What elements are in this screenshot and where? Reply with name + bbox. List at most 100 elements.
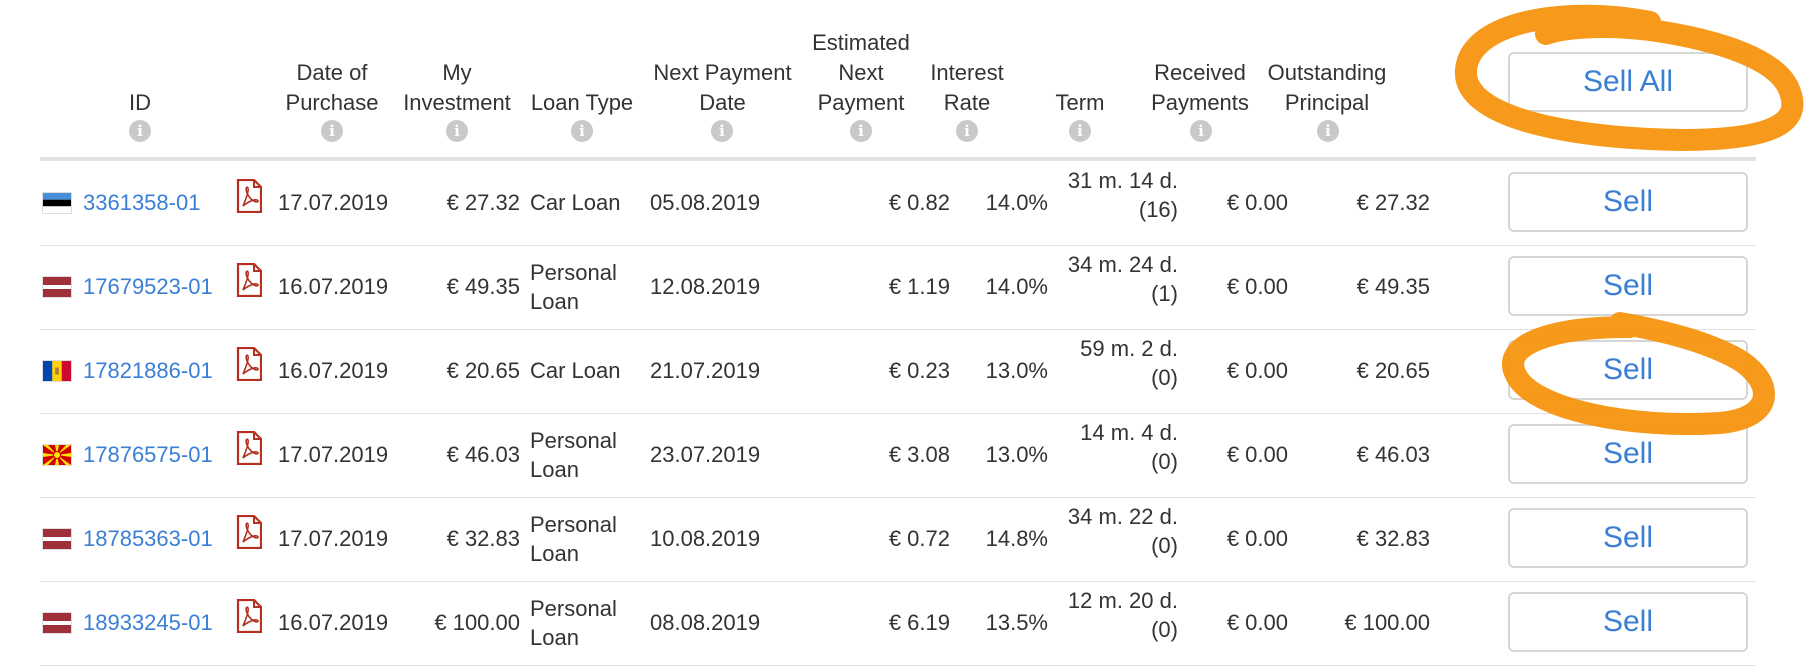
country-flag-icon bbox=[42, 276, 72, 298]
info-icon[interactable]: i bbox=[321, 120, 343, 142]
info-icon[interactable]: i bbox=[1317, 120, 1339, 142]
pdf-icon[interactable] bbox=[236, 598, 263, 634]
country-flag-icon bbox=[42, 360, 72, 382]
pdf-icon[interactable] bbox=[236, 514, 263, 550]
col-id: ID bbox=[129, 90, 151, 115]
term: 12 m. 20 d. (0) bbox=[1067, 588, 1178, 642]
received-payments: € 0.00 bbox=[1226, 190, 1288, 215]
info-icon[interactable]: i bbox=[850, 120, 872, 142]
my-investment: € 100.00 bbox=[434, 610, 520, 635]
estimated-next-payment: € 6.19 bbox=[888, 610, 950, 635]
sell-all-button[interactable]: Sell All bbox=[1508, 52, 1748, 112]
term: 14 m. 4 d. (0) bbox=[1080, 420, 1178, 474]
estimated-next-payment: € 1.19 bbox=[888, 274, 950, 299]
table-row: 17876575-01 17.07.2019 € 46.03 Personal Loan… bbox=[40, 413, 1756, 498]
header-divider bbox=[40, 157, 1756, 161]
outstanding-principal: € 20.65 bbox=[1356, 358, 1430, 383]
sell-button[interactable]: Sell bbox=[1508, 424, 1748, 484]
country-flag-icon bbox=[42, 612, 72, 634]
table-row: 17821886-01 16.07.2019 € 20.65 Car Loan 21.0… bbox=[40, 329, 1756, 414]
table-row: 17679523-01 16.07.2019 € 49.35 Personal Loan… bbox=[40, 245, 1756, 330]
sell-button[interactable]: Sell bbox=[1508, 592, 1748, 652]
info-icon[interactable]: i bbox=[446, 120, 468, 142]
next-payment-date: 10.08.2019 bbox=[650, 526, 761, 551]
outstanding-principal: € 46.03 bbox=[1356, 442, 1430, 467]
date-of-purchase: 17.07.2019 bbox=[278, 190, 389, 215]
loan-type: Personal Loan bbox=[530, 260, 617, 314]
received-payments: € 0.00 bbox=[1226, 610, 1288, 635]
date-of-purchase: 17.07.2019 bbox=[278, 526, 389, 551]
loan-id-link[interactable]: 18933245-01 bbox=[83, 610, 213, 635]
loan-id-link[interactable]: 18785363-01 bbox=[83, 526, 213, 551]
loan-id-link[interactable]: 17821886-01 bbox=[83, 358, 213, 383]
interest-rate: 14.0% bbox=[985, 274, 1048, 299]
next-payment-date: 21.07.2019 bbox=[650, 358, 761, 383]
info-icon[interactable]: i bbox=[711, 120, 733, 142]
pdf-icon[interactable] bbox=[236, 430, 263, 466]
date-of-purchase: 16.07.2019 bbox=[278, 358, 389, 383]
interest-rate: 13.0% bbox=[985, 442, 1048, 467]
received-payments: € 0.00 bbox=[1226, 442, 1288, 467]
info-icon[interactable]: i bbox=[956, 120, 978, 142]
interest-rate: 14.0% bbox=[985, 190, 1048, 215]
pdf-icon[interactable] bbox=[236, 346, 263, 382]
sell-button[interactable]: Sell bbox=[1508, 172, 1748, 232]
loan-type: Car Loan bbox=[530, 358, 621, 383]
info-icon[interactable]: i bbox=[1190, 120, 1212, 142]
loan-id-link[interactable]: 17679523-01 bbox=[83, 274, 213, 299]
col-outstanding-principal: Outstanding Principal bbox=[1267, 60, 1387, 115]
term: 34 m. 22 d. (0) bbox=[1067, 504, 1178, 558]
date-of-purchase: 16.07.2019 bbox=[278, 610, 389, 635]
loan-type: Personal Loan bbox=[530, 512, 617, 566]
received-payments: € 0.00 bbox=[1226, 526, 1288, 551]
interest-rate: 13.0% bbox=[985, 358, 1048, 383]
col-interest-rate: Interest Rate bbox=[930, 60, 1004, 115]
col-next-payment-date: Next Payment Date bbox=[653, 60, 792, 115]
next-payment-date: 23.07.2019 bbox=[650, 442, 761, 467]
outstanding-principal: € 49.35 bbox=[1356, 274, 1430, 299]
estimated-next-payment: € 0.72 bbox=[888, 526, 950, 551]
info-icon[interactable]: i bbox=[1069, 120, 1091, 142]
my-investment: € 46.03 bbox=[446, 442, 520, 467]
date-of-purchase: 17.07.2019 bbox=[278, 442, 389, 467]
interest-rate: 13.5% bbox=[985, 610, 1048, 635]
estimated-next-payment: € 0.82 bbox=[888, 190, 950, 215]
date-of-purchase: 16.07.2019 bbox=[278, 274, 389, 299]
outstanding-principal: € 32.83 bbox=[1356, 526, 1430, 551]
table-row: 18933245-01 16.07.2019 € 100.00 Personal Loa… bbox=[40, 581, 1756, 666]
country-flag-icon bbox=[42, 192, 72, 214]
sell-button[interactable]: Sell bbox=[1508, 340, 1748, 400]
next-payment-date: 12.08.2019 bbox=[650, 274, 761, 299]
col-loan-type: Loan Type bbox=[530, 90, 634, 115]
col-term: Term bbox=[1055, 90, 1105, 115]
table-row: 3361358-01 17.07.2019 € 27.32 Car Loan 05.08… bbox=[40, 161, 1756, 246]
next-payment-date: 05.08.2019 bbox=[650, 190, 761, 215]
my-investment: € 49.35 bbox=[446, 274, 520, 299]
table-row: 18785363-01 17.07.2019 € 32.83 Personal Loan… bbox=[40, 497, 1756, 582]
loan-type: Car Loan bbox=[530, 190, 621, 215]
next-payment-date: 08.08.2019 bbox=[650, 610, 761, 635]
my-investment: € 20.65 bbox=[446, 358, 520, 383]
interest-rate: 14.8% bbox=[985, 526, 1048, 551]
col-investment: My Investment bbox=[403, 60, 511, 115]
term: 34 m. 24 d. (1) bbox=[1067, 252, 1178, 306]
sell-button[interactable]: Sell bbox=[1508, 256, 1748, 316]
estimated-next-payment: € 3.08 bbox=[888, 442, 950, 467]
my-investment: € 27.32 bbox=[446, 190, 520, 215]
term: 59 m. 2 d. (0) bbox=[1080, 336, 1178, 390]
pdf-icon[interactable] bbox=[236, 262, 263, 298]
loan-id-link[interactable]: 3361358-01 bbox=[83, 190, 201, 215]
col-date-purchase: Date of Purchase bbox=[285, 60, 379, 115]
outstanding-principal: € 100.00 bbox=[1344, 610, 1430, 635]
received-payments: € 0.00 bbox=[1226, 358, 1288, 383]
pdf-icon[interactable] bbox=[236, 178, 263, 214]
term: 31 m. 14 d. (16) bbox=[1067, 168, 1178, 222]
info-icon[interactable]: i bbox=[129, 120, 151, 142]
received-payments: € 0.00 bbox=[1226, 274, 1288, 299]
col-est-next-payment: Estimated Next Payment bbox=[812, 30, 910, 115]
sell-button[interactable]: Sell bbox=[1508, 508, 1748, 568]
info-icon[interactable]: i bbox=[571, 120, 593, 142]
estimated-next-payment: € 0.23 bbox=[888, 358, 950, 383]
loan-id-link[interactable]: 17876575-01 bbox=[83, 442, 213, 467]
outstanding-principal: € 27.32 bbox=[1356, 190, 1430, 215]
